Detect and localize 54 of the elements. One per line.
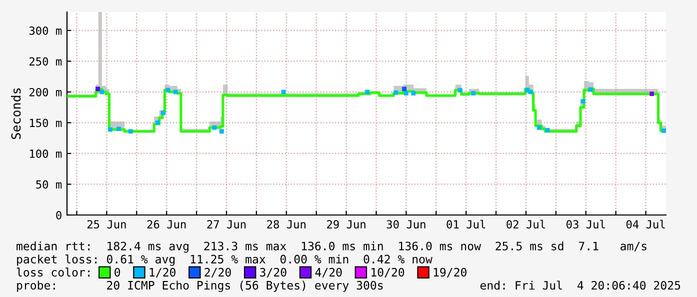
text: probe: 20 ICMP Echo Pings (56 Bytes) every 300s (17, 280, 383, 292)
x-tick-label: 01 Jul (446, 220, 486, 229)
text: packet loss: 0.61 % avg 11.25 % max 0.00 % min 0.42 % now (17, 254, 432, 266)
x-tick-label: 29 Jun (327, 220, 366, 229)
y-tick-label: 300 m (29, 26, 62, 35)
y-tick-label: 50 m (36, 180, 62, 189)
legend-label: 19/20 (434, 268, 466, 278)
point (220, 129, 224, 134)
point (160, 110, 166, 116)
x-tick-label: 03 Jul (566, 220, 605, 229)
text: median rtt: 182.4 ms avg 213.3 ms max 136.0 ms min 136.0 ms now 25.5 ms sd 7.1 am/s (16, 241, 646, 253)
point (458, 88, 462, 92)
point (528, 90, 533, 94)
x-tick-label: 28 Jun (267, 220, 306, 229)
x-tick-label: 04 Jul (626, 220, 665, 229)
point (404, 91, 408, 96)
y-tick-label: 150 m (30, 118, 62, 128)
point (108, 127, 112, 132)
point (580, 99, 586, 104)
x-tick-label: 30 Jun (386, 220, 426, 229)
point (128, 129, 133, 134)
point (116, 126, 121, 132)
legend-label: 0 (114, 268, 120, 277)
x-tick-label: 26 Jun (147, 220, 186, 229)
point (365, 90, 370, 94)
point (394, 90, 398, 95)
legend-label: 4/20 (315, 268, 342, 278)
point (588, 87, 593, 92)
y-tick-label: 250 m (30, 57, 62, 66)
point (411, 91, 416, 96)
point (100, 90, 104, 94)
y-tick-label: 100 m (30, 149, 62, 158)
point (536, 125, 542, 130)
legend-label: 1/20 (150, 268, 176, 278)
point (662, 128, 666, 133)
legend-title: loss color: (16, 268, 90, 277)
point (545, 128, 550, 132)
legend-label: 10/20 (372, 268, 404, 278)
point (650, 92, 654, 96)
y-tick-label: 0 (56, 211, 62, 220)
point (212, 125, 217, 130)
point (155, 120, 160, 125)
text: end: Fri Jul 4 20:06:40 2025 (480, 280, 680, 290)
x-tick-label: 27 Jun (207, 220, 246, 229)
x-tick-label: 25 Jun (87, 220, 126, 229)
x-tick-label: 02 Jul (506, 220, 545, 229)
legend-label: 2/20 (204, 268, 231, 278)
legend-label: 3/20 (260, 268, 286, 278)
point (96, 86, 100, 92)
point (471, 91, 476, 96)
point (402, 86, 407, 92)
point (166, 88, 170, 92)
y-tick-label: 200 m (30, 88, 62, 96)
y-axis-title: Seconds (11, 88, 21, 139)
